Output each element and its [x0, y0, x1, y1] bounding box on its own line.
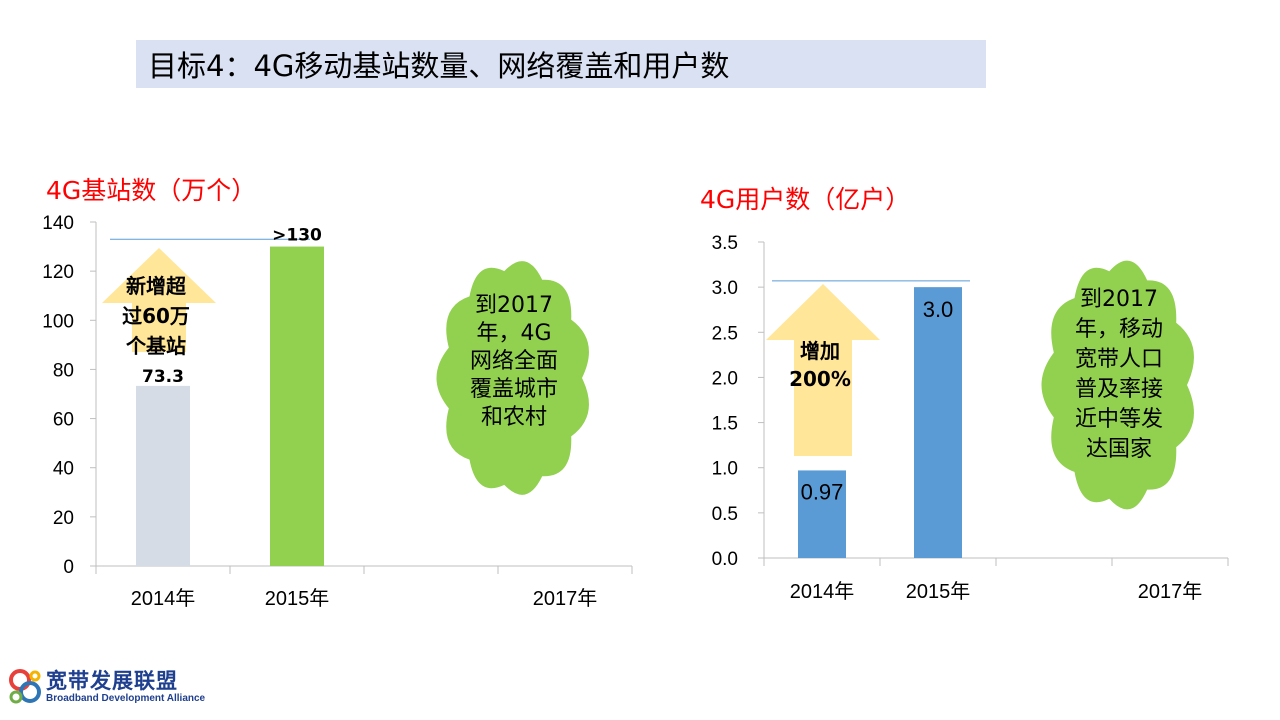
c2-cloud-text: 到2017 — [1080, 287, 1158, 312]
c2-cloud-text: 普及率接 — [1075, 377, 1163, 402]
c2-y-tick-label: 0.0 — [712, 549, 738, 570]
c1-cloud-text: 覆盖城市 — [470, 377, 558, 402]
c2-y-tick-label: 2.5 — [712, 323, 738, 344]
c1-y-tick-label: 140 — [42, 213, 74, 234]
c1-y-tick-label: 0 — [63, 557, 74, 578]
c1-arrow-text: 新增超 — [126, 274, 187, 298]
c1-cloud-callout — [436, 261, 589, 495]
c2-bar — [914, 287, 962, 558]
c2-y-tick-label: 0.5 — [712, 504, 738, 525]
c1-arrow-text: 个基站 — [125, 334, 186, 358]
c1-growth-arrow — [102, 248, 216, 352]
c1-y-tick-label: 100 — [42, 311, 74, 332]
c1-y-tick-label: 20 — [53, 508, 74, 529]
c1-bar — [136, 385, 190, 566]
c2-category-label: 2014年 — [790, 580, 855, 603]
c1-arrow-text: 过60万 — [122, 304, 190, 328]
c1-cloud-text: 网络全面 — [470, 349, 558, 374]
c2-arrow-text: 200% — [789, 367, 851, 391]
c1-category-label: 2017年 — [533, 587, 598, 610]
c2-category-label: 2017年 — [1138, 580, 1203, 603]
c2-cloud-text: 达国家 — [1086, 437, 1152, 462]
c2-cloud-text: 近中等发 — [1075, 407, 1163, 432]
alliance-logo-icon — [9, 669, 41, 704]
c1-y-tick-label: 80 — [53, 360, 74, 381]
c1-category-label: 2015年 — [265, 587, 330, 610]
chart2-title: 4G用户数（亿户） — [700, 185, 911, 214]
c2-bar — [798, 470, 846, 558]
c2-cloud-text: 年，移动 — [1075, 317, 1163, 342]
c1-bar — [270, 246, 324, 567]
c2-growth-arrow — [766, 284, 880, 456]
c1-data-label: >130 — [272, 226, 322, 246]
slide-title: 目标4：4G移动基站数量、网络覆盖和用户数 — [136, 40, 986, 88]
c2-y-tick-label: 3.5 — [712, 233, 738, 254]
c1-category-label: 2014年 — [131, 587, 196, 610]
chart1-title: 4G基站数（万个） — [46, 176, 257, 205]
alliance-logo: 宽带发展联盟 Broadband Development Alliance — [6, 664, 206, 714]
c1-cloud-text: 和农村 — [481, 405, 547, 430]
logo-name-en: Broadband Development Alliance — [46, 693, 206, 704]
c2-cloud-callout — [1041, 260, 1194, 510]
c2-arrow-text: 增加 — [800, 339, 840, 363]
c1-y-tick-label: 120 — [42, 262, 74, 283]
c2-cloud-text: 宽带人口 — [1075, 347, 1163, 372]
c1-y-tick-label: 60 — [53, 410, 74, 431]
c1-data-label: 73.3 — [142, 367, 184, 387]
c1-cloud-text: 到2017 — [475, 293, 553, 318]
c1-y-tick-label: 40 — [53, 459, 74, 480]
c2-data-label: 0.97 — [801, 479, 844, 504]
c2-y-tick-label: 3.0 — [712, 278, 738, 299]
c1-cloud-text: 年，4G — [476, 321, 551, 346]
logo-name-cn: 宽带发展联盟 — [46, 669, 178, 693]
c2-y-tick-label: 1.0 — [712, 459, 738, 480]
c2-y-tick-label: 2.0 — [712, 368, 738, 389]
c2-category-label: 2015年 — [906, 580, 971, 603]
c2-data-label: 3.0 — [923, 297, 954, 322]
c2-y-tick-label: 1.5 — [712, 414, 738, 435]
